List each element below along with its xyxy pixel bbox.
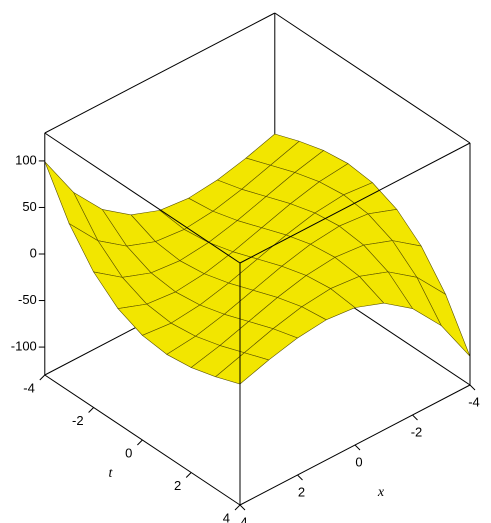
x-tick <box>239 504 246 511</box>
surface-patch <box>44 161 99 242</box>
z-tick-label: 0 <box>30 245 37 260</box>
x-tick-label: 2 <box>298 484 305 499</box>
z-tick-label: 100 <box>15 152 37 167</box>
t-tick <box>234 504 241 511</box>
z-tick-label: -50 <box>18 292 37 307</box>
x-tick <box>412 414 418 421</box>
x-tick <box>469 384 476 391</box>
x-tick-label: -2 <box>411 424 423 439</box>
box-edge <box>239 142 471 264</box>
box-edge <box>44 132 241 264</box>
x-tick-label: 4 <box>240 514 247 523</box>
axis-label: t <box>108 466 113 481</box>
t-tick <box>88 407 94 413</box>
box-edge <box>274 12 471 144</box>
t-tick-label: -4 <box>23 380 35 395</box>
z-tick-label: -100 <box>11 339 37 354</box>
x-tick <box>297 474 303 481</box>
axis-label: x <box>377 485 385 500</box>
t-tick-label: 0 <box>125 445 132 460</box>
t-tick <box>39 374 46 381</box>
t-tick <box>137 439 143 446</box>
t-tick-label: 4 <box>223 510 230 523</box>
x-tick-label: -4 <box>468 394 480 409</box>
box-edge <box>44 12 276 134</box>
t-tick-label: -2 <box>72 413 84 428</box>
z-tick-label: 50 <box>22 199 36 214</box>
t-tick-label: 2 <box>174 478 181 493</box>
surface-patch <box>416 276 471 357</box>
x-tick <box>354 444 361 451</box>
t-tick <box>185 472 192 478</box>
x-tick-label: 0 <box>355 454 362 469</box>
